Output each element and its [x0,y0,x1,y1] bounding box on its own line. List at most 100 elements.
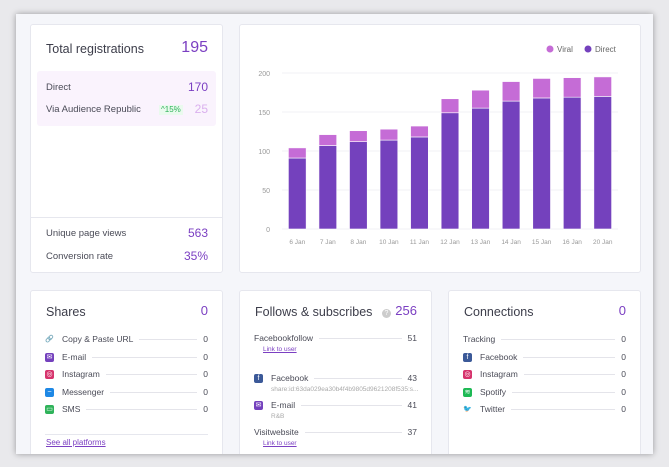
bar-direct[interactable] [440,112,460,230]
divider [301,404,402,406]
list-item[interactable]: ✉ E-mail 41 [254,398,417,412]
divider [512,391,616,393]
list-item[interactable]: ≋ Spotify 0 [463,385,626,399]
link-icon: 🔗 [45,334,54,344]
messenger-icon: ~ [45,387,54,397]
direct-value: 170 [187,80,208,94]
shares-title: Shares [46,305,86,319]
bar-direct[interactable] [501,100,521,230]
x-tick-label: 15 Jan [532,239,552,246]
bar-direct[interactable] [349,141,368,230]
list-item[interactable]: ~ Messenger 0 [45,385,208,399]
registrations-total: 195 [181,39,208,56]
divider [319,337,402,339]
divider [110,391,198,393]
bar-direct[interactable] [318,145,337,230]
item-label: SMS [62,404,81,414]
divider [31,217,222,218]
registrations-breakdown: Direct 170 Via Audience Republic ^15% 25 [37,71,216,126]
list-item[interactable]: ◎ Instagram 0 [463,367,626,381]
list-item[interactable]: Facebookfollow 51 [254,331,417,345]
list-item[interactable]: ✉ E-mail 0 [45,350,208,364]
item-subtext: share:id:63da029ea30b4f4b9805d9621208f53… [271,386,419,393]
registrations-chart: 0 50 100 150 200 6 Jan 7 Jan 8 Jan 10 Jan 11 Jan 1… [258,45,618,246]
item-subtext: R&B [271,413,285,420]
x-tick-label: 6 Jan [289,239,305,246]
x-tick-label: 13 Jan [471,239,491,246]
bar-viral[interactable] [532,78,551,99]
item-label: Twitter [480,404,506,414]
item-value: 0 [621,404,626,414]
bar-direct[interactable] [563,96,582,230]
item-value: 37 [407,427,417,437]
follows-card: Follows & subscribes ? 256 Facebookfollo… [239,290,432,454]
x-tick-label: 14 Jan [501,239,521,246]
divider [304,431,402,433]
list-item[interactable]: 🔗 Copy & Paste URL 0 [45,332,208,346]
bar-direct[interactable] [532,97,551,230]
list-item[interactable]: f Facebook 43 [254,371,417,385]
growth-value: 15% [164,105,181,114]
connections-card: Connections 0 Tracking 0 f Facebook 0 ◎ Instag… [448,290,641,454]
bar-viral[interactable] [318,134,337,146]
item-value: 0 [621,369,626,379]
legend-label[interactable]: Direct [595,45,617,54]
item-label: E-mail [271,400,296,410]
bar-direct[interactable] [379,139,399,230]
bar-direct[interactable] [593,96,612,230]
bar-viral[interactable] [501,81,521,102]
bar-viral[interactable] [349,130,368,142]
instagram-icon: ◎ [45,369,54,379]
item-label: Tracking [463,334,496,344]
divider [45,434,208,435]
instagram-icon: ◎ [463,369,472,379]
x-tick-label: 10 Jan [379,239,399,246]
follows-total: 256 [395,303,417,318]
item-label: Facebook [271,373,309,383]
link-to-user[interactable]: Link to user [263,346,297,353]
bar-viral[interactable] [379,128,399,141]
bar-viral[interactable] [440,98,460,114]
y-tick-label: 50 [262,188,270,195]
bar-viral[interactable] [410,125,429,138]
item-label: Visitwebsite [254,427,299,437]
list-item[interactable]: Visitwebsite 37 [254,425,417,439]
follows-title: Follows & subscribes [255,305,373,319]
via-label: Via Audience Republic [46,104,141,115]
bar-direct[interactable] [410,136,429,230]
facebook-icon: f [463,352,472,362]
list-item[interactable]: ◎ Instagram 0 [45,367,208,381]
conversion-value: 35% [183,249,208,263]
x-tick-label: 11 Jan [410,239,429,246]
item-value: 0 [203,334,208,344]
page-views-label: Unique page views [46,228,127,239]
link-to-user[interactable]: Link to user [263,440,297,447]
item-value: 0 [203,404,208,414]
legend-marker [584,45,592,53]
item-label: Instagram [62,369,100,379]
legend-label[interactable]: Viral [557,45,573,54]
registrations-card: Total registrations 195 Direct 170 Via A… [30,24,223,273]
bar-viral[interactable] [563,77,582,98]
list-item[interactable]: 🐦 Twitter 0 [463,402,626,416]
bar-viral[interactable] [593,76,612,97]
bar-viral[interactable] [288,147,307,159]
item-label: Facebookfollow [254,333,314,343]
item-value: 43 [407,373,417,383]
bar-direct[interactable] [288,157,307,230]
list-item[interactable]: f Facebook 0 [463,350,626,364]
y-tick-label: 0 [266,227,270,234]
item-value: 0 [621,352,626,362]
list-item[interactable]: Tracking 0 [463,332,626,346]
legend-marker [546,45,554,53]
item-label: Spotify [480,387,506,397]
bar-direct[interactable] [471,107,490,230]
item-value: 0 [621,387,626,397]
help-icon[interactable]: ? [382,309,391,318]
y-tick-label: 150 [258,110,270,117]
twitter-icon: 🐦 [463,404,472,414]
list-item[interactable]: Completeprofile34 [254,452,417,454]
see-all-platforms-link[interactable]: See all platforms [46,438,106,447]
bar-viral[interactable] [471,89,490,109]
list-item[interactable]: ▭ SMS 0 [45,402,208,416]
